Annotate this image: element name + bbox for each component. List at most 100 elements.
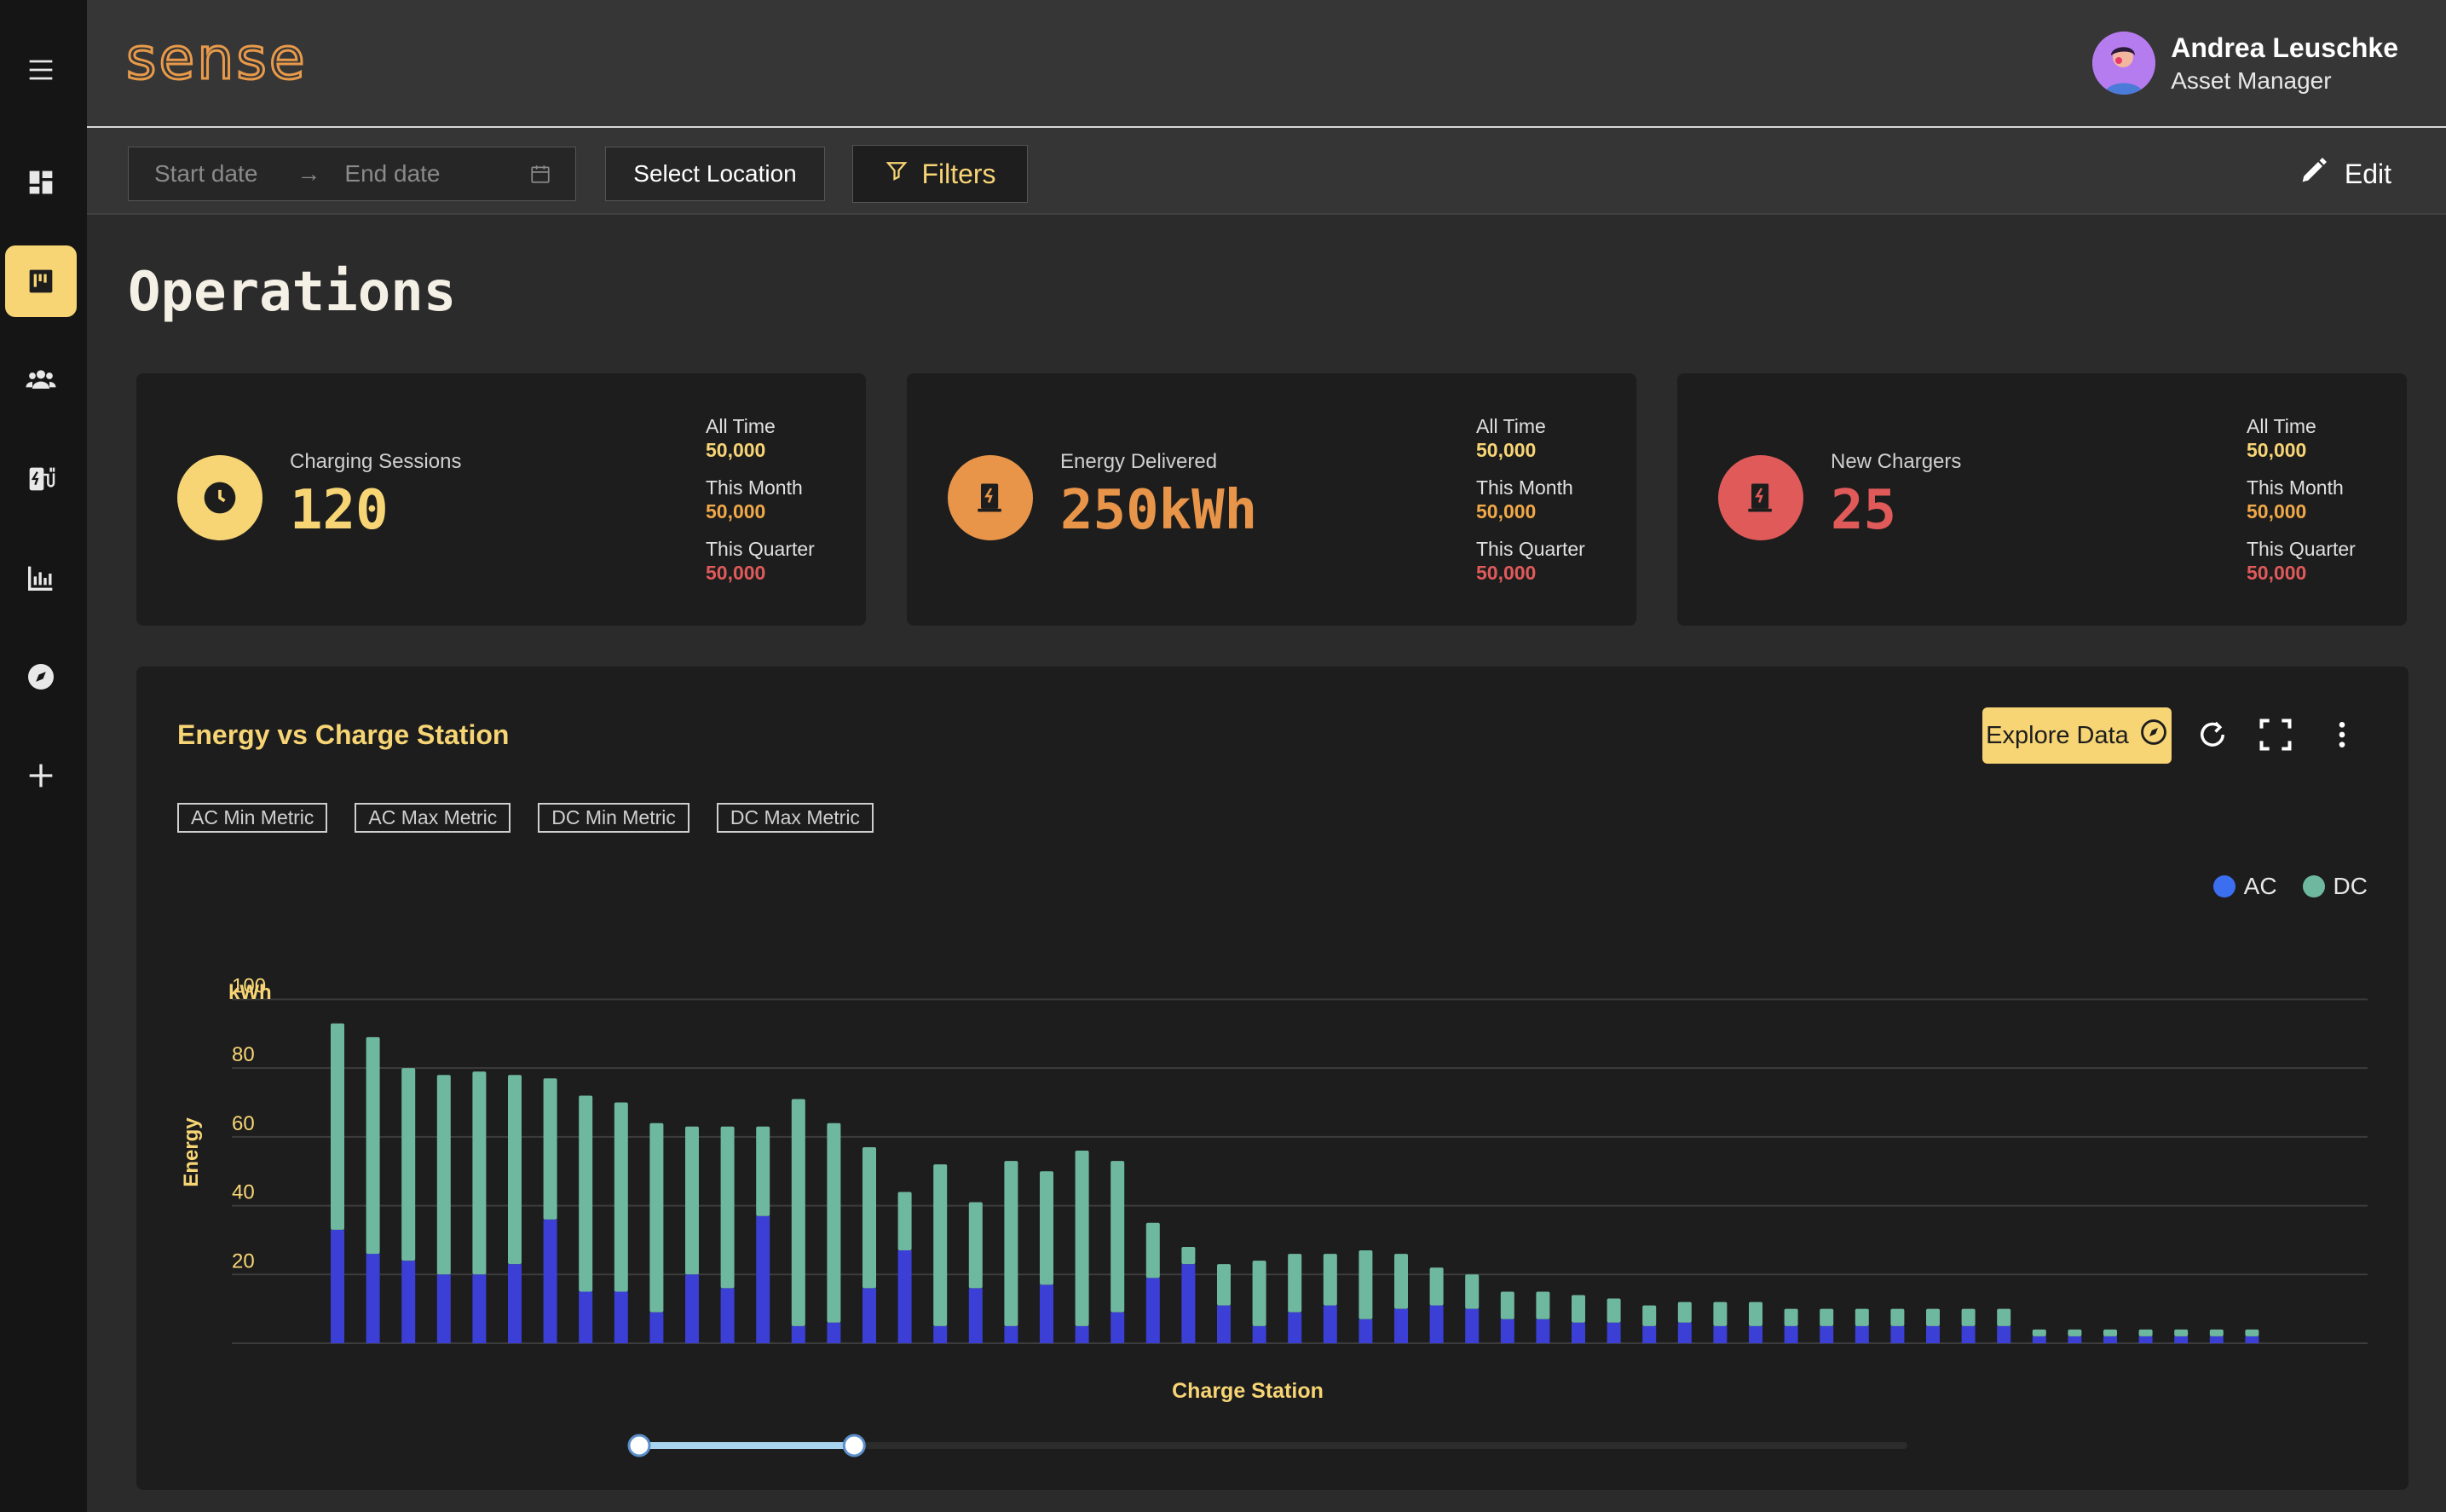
bar-ac: [543, 1219, 557, 1343]
edit-button[interactable]: Edit: [2297, 153, 2391, 194]
clock-icon: [177, 455, 262, 540]
add-icon[interactable]: [5, 740, 77, 811]
explore-data-label: Explore Data: [1986, 721, 2129, 749]
y-unit-label: kWh: [228, 981, 272, 1004]
stat-value: 50,000: [706, 439, 766, 461]
card-label: New Chargers: [1831, 450, 1962, 473]
bar-dc: [436, 1075, 451, 1275]
bar-dc: [2209, 1329, 2224, 1336]
bar-ac: [1961, 1325, 1976, 1343]
y-tick-label: 80: [232, 1043, 255, 1066]
stat-value: 50,000: [2247, 439, 2307, 461]
bar-dc: [1217, 1264, 1231, 1306]
end-date-input[interactable]: End date: [344, 160, 441, 187]
stat-label: All Time: [1476, 415, 1546, 437]
bar-dc: [1572, 1295, 1585, 1323]
chart-legend: AC DC: [2212, 873, 2368, 900]
bar-dc: [614, 1102, 628, 1292]
stat-label: All Time: [706, 415, 776, 437]
stat-value: 50,000: [706, 500, 766, 522]
metric-chip[interactable]: AC Min Metric: [177, 803, 328, 833]
bar-dc: [1181, 1247, 1196, 1265]
bar-dc: [1926, 1308, 1940, 1326]
toolbar: Start date → End date Select Location Fi…: [87, 128, 2446, 215]
filters-button[interactable]: Filters: [852, 145, 1028, 203]
bar-ac: [401, 1261, 416, 1343]
y-axis-label: Energy: [180, 1117, 203, 1187]
bar-ac: [2209, 1336, 2224, 1343]
bar-ac: [1784, 1325, 1798, 1343]
user-profile[interactable]: Andrea Leuschke Asset Manager: [2092, 29, 2398, 97]
bar-ac: [614, 1291, 628, 1343]
stat-label: This Quarter: [706, 538, 815, 560]
card-stats: All Time 50,000 This Month 50,000 This Q…: [1476, 414, 1595, 598]
explore-icon[interactable]: [5, 641, 77, 713]
calendar-icon[interactable]: [529, 163, 551, 191]
compass-icon: [2139, 718, 2168, 753]
bar-ac: [2032, 1336, 2046, 1343]
stat-label: This Month: [1476, 476, 1573, 499]
legend-item-ac[interactable]: AC: [2212, 873, 2277, 900]
date-range-picker[interactable]: Start date → End date: [128, 147, 576, 201]
bar-dc: [1040, 1171, 1053, 1285]
fullscreen-icon[interactable]: [2250, 709, 2301, 760]
bar-dc: [897, 1192, 912, 1251]
card-value: 25: [1831, 479, 1897, 542]
bar-dc: [1500, 1291, 1514, 1319]
bar-ac: [933, 1325, 948, 1343]
bar-dc: [720, 1126, 735, 1289]
header: sense Andrea Leuschke Asset Manager: [87, 0, 2446, 128]
bar-dc: [579, 1095, 593, 1292]
metric-chip[interactable]: DC Max Metric: [716, 803, 874, 833]
bar-ac: [791, 1325, 805, 1343]
y-tick-label: 60: [232, 1112, 255, 1135]
dashboard-icon[interactable]: [5, 147, 77, 218]
bar-dc: [1465, 1274, 1480, 1309]
bar-dc: [685, 1126, 699, 1275]
charger-icon[interactable]: [5, 443, 77, 515]
more-options-icon[interactable]: [2316, 709, 2368, 760]
metric-chip[interactable]: AC Max Metric: [355, 803, 511, 833]
bar-dc: [1677, 1301, 1692, 1323]
bar-dc: [1961, 1308, 1976, 1326]
bar-ac: [508, 1264, 522, 1343]
bar-dc: [1997, 1308, 2011, 1326]
y-tick-label: 100: [232, 974, 266, 997]
legend-label: AC: [2243, 873, 2277, 899]
stat-label: All Time: [2247, 415, 2316, 437]
metric-chip[interactable]: DC Min Metric: [538, 803, 689, 833]
users-icon[interactable]: [5, 344, 77, 416]
bar-ac: [1288, 1312, 1302, 1343]
range-arrow-icon: →: [297, 160, 321, 187]
card-value: 250kWh: [1060, 479, 1258, 542]
bar-dc: [862, 1146, 876, 1289]
operations-icon[interactable]: [5, 245, 77, 317]
stat-value: 50,000: [1476, 562, 1537, 584]
legend-item-dc[interactable]: DC: [2302, 873, 2368, 900]
menu-icon[interactable]: [5, 34, 77, 106]
logo[interactable]: sense: [125, 25, 308, 95]
range-slider-end-handle[interactable]: [842, 1434, 866, 1457]
bar-dc: [2103, 1329, 2117, 1336]
card-label: Energy Delivered: [1060, 450, 1218, 473]
bar-ac: [1500, 1319, 1514, 1343]
bar-dc: [1323, 1254, 1337, 1306]
select-location-button[interactable]: Select Location: [605, 147, 825, 201]
chart-title: Energy vs Charge Station: [177, 719, 510, 750]
range-slider-start-handle[interactable]: [627, 1434, 651, 1457]
avatar: [2092, 32, 2156, 95]
y-tick-label: 20: [232, 1249, 255, 1273]
bar-ac: [1536, 1319, 1550, 1343]
bar-ac: [1004, 1325, 1018, 1343]
start-date-input[interactable]: Start date: [154, 160, 258, 187]
analytics-icon[interactable]: [5, 542, 77, 614]
bar-dc: [827, 1122, 841, 1323]
refresh-icon[interactable]: [2187, 709, 2238, 760]
bar-ac: [472, 1274, 487, 1343]
bar-ac: [1181, 1264, 1196, 1343]
bar-dc: [1252, 1261, 1266, 1326]
bar-dc: [1784, 1308, 1798, 1326]
explore-data-button[interactable]: Explore Data: [1982, 707, 2172, 764]
bar-ac: [1749, 1325, 1762, 1343]
chart-panel: Energy vs Charge Station Explore Data AC…: [136, 667, 2409, 1490]
